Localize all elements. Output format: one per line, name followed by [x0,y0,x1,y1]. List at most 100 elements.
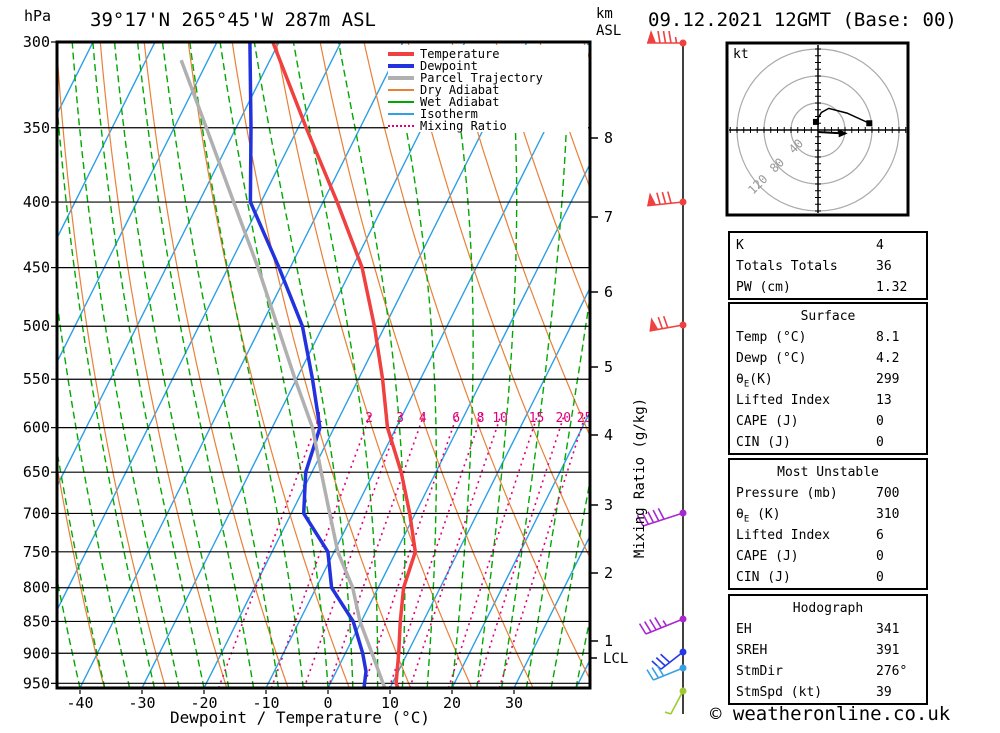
temp-tick-label: -20 [190,694,217,712]
trace-dewpoint [248,42,368,688]
stats-row-label: CAPE (J) [736,414,799,429]
legend-item-label: Wet Adiabat [420,95,500,109]
datetime-label: 09.12.2021 12GMT (Base: 00) [648,9,957,31]
trace-parcel-trajectory [179,59,387,688]
stats-row-label: K [736,238,744,253]
stats-row-value: 4.2 [876,351,900,366]
legend-item-label: Dry Adiabat [420,83,500,97]
stats-box-title: Hodograph [792,601,864,616]
stats-row-label: θE(K) [736,372,773,390]
stats-row: SREH 391 [730,640,926,661]
stats-box-most-unstable: Most Unstable Pressure (mb) 700 θE (K) 310 Li… [728,458,928,590]
stats-row: StmSpd (kt) 39 [730,682,926,703]
stats-row-value: 36 [876,259,892,274]
wind-barb-column [636,30,687,715]
stats-row-value: 700 [876,486,900,501]
copyright-link[interactable]: © weatheronline.co.uk [710,703,951,725]
pressure-tick-label: 500 [23,317,50,335]
stats-row: CIN (J) 0 [730,432,926,453]
mixing-ratio-lines-group [217,413,587,688]
stats-row-label: Lifted Index [736,393,830,408]
stats-row-value: 0 [876,435,884,450]
stats-row: CAPE (J) 0 [730,411,926,432]
mixing-ratio-value-label: 4 [419,411,427,426]
trace-temperature [271,42,418,688]
mixing-ratio-value-label: 10 [492,411,508,426]
stats-row-label: StmDir [736,664,783,679]
pressure-unit-label: hPa [24,7,52,25]
legend-line-sample [388,76,414,80]
temp-tick-label: 20 [443,694,461,712]
page-title: 39°17'N 265°45'W 287m ASL [90,9,376,31]
axis-tick-labels: 3003504004505005506006507007508008509009… [23,33,628,712]
stats-row-value: 4 [876,238,884,253]
mixing-ratio-axis-label: Mixing Ratio (g/kg) [632,397,648,559]
wind-barb [638,617,684,635]
temp-tick-label: 10 [381,694,399,712]
legend-line-sample [388,113,414,115]
mixing-ratio-value-label: 8 [477,411,485,426]
stats-row: Pressure (mb) 700 [730,483,926,504]
stats-row: Dewp (°C) 4.2 [730,348,926,369]
stats-row-value: 39 [876,685,892,700]
stats-row: Totals Totals 36 [730,256,926,277]
legend-item-label: Dewpoint [420,59,478,73]
stats-row: Temp (°C) 8.1 [730,327,926,348]
stats-row-label: Temp (°C) [736,330,807,345]
wind-barb [647,30,683,44]
pressure-tick-label: 650 [23,463,50,481]
stats-row-value: 341 [876,622,900,637]
mixing-ratio-value-label: 3 [396,411,404,426]
stats-box-title: Most Unstable [777,465,879,480]
km-tick-label: 2 [604,564,613,582]
stats-row-value: 299 [876,372,900,387]
wind-barb [664,690,684,715]
stats-row-label: Lifted Index [736,528,830,543]
stats-row: EH 341 [730,619,926,640]
temp-tick-label: 0 [323,694,332,712]
pressure-tick-label: 750 [23,543,50,561]
stats-row-label: StmSpd (kt) [736,685,823,700]
stats-row-label: SREH [736,643,768,658]
pressure-tick-label: 800 [23,579,50,597]
stats-row-value: 8.1 [876,330,900,345]
altitude-unit-km-label: km [596,6,613,22]
legend-item-label: Mixing Ratio [420,119,507,133]
pressure-tick-label: 450 [23,259,50,277]
stats-row-value: 276° [876,664,908,679]
legend-item-mixing-ratio: Mixing Ratio [388,120,588,132]
pressure-tick-label: 550 [23,370,50,388]
wind-barb [649,315,684,332]
wind-barb [647,191,684,207]
plot-border [55,40,592,690]
pressure-tick-label: 850 [23,612,50,630]
stats-row: PW (cm) 1.32 [730,277,926,298]
km-tick-label: 3 [604,496,613,514]
stats-row-label: CAPE (J) [736,549,799,564]
wind-barb [636,508,684,527]
storm-motion-vector [817,131,843,135]
sounding-traces [179,42,418,688]
temp-tick-label: -30 [128,694,155,712]
legend-item-label: Isotherm [420,107,478,121]
stats-row-value: 0 [876,414,884,429]
stats-row-value: 310 [876,507,900,522]
stats-row-label: PW (cm) [736,280,791,295]
km-tick-label: 5 [604,358,613,376]
stats-row-label: Pressure (mb) [736,486,838,501]
legend-item-temperature: Temperature [388,48,588,60]
legend-item-wet-adiabat: Wet Adiabat [388,96,588,108]
stats-row-label: Totals Totals [736,259,838,274]
stats-row-label: EH [736,622,752,637]
km-tick-label: 8 [604,129,613,147]
wind-barb [651,651,684,670]
stats-row-label: CIN (J) [736,435,791,450]
legend-item-label: Temperature [420,47,500,61]
altitude-unit-asl-label: ASL [596,23,622,39]
stats-row-label: CIN (J) [736,570,791,585]
stats-row: Lifted Index 13 [730,390,926,411]
stats-box-indices: K 4 Totals Totals 36 PW (cm) 1.32 [728,231,928,300]
stats-row-value: 13 [876,393,892,408]
stats-box-hodograph: Hodograph EH 341 SREH 391 StmDir 276° StmSpd (k… [728,594,928,705]
